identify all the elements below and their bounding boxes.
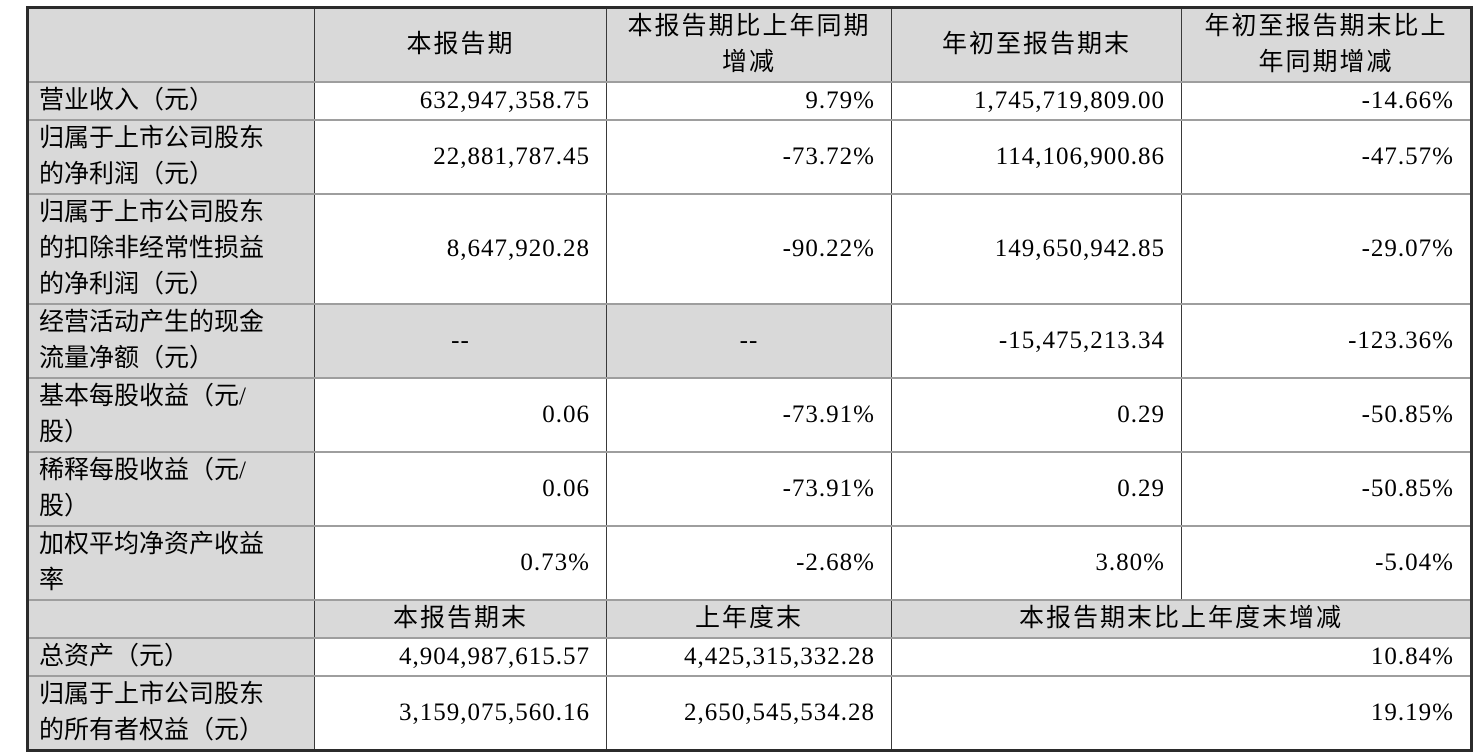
diluted-eps-current: 0.06 [314, 451, 607, 527]
net-profit-label: 归属于上市公司股东的净利润（元） [27, 119, 315, 195]
basic-eps-label: 基本每股收益（元/股） [27, 377, 315, 453]
diluted-eps-ytd: 0.29 [891, 451, 1182, 527]
cash-flow-current-dash: -- [314, 303, 607, 379]
subheader-cell-end-of-period: 本报告期末 [314, 599, 607, 639]
equity-change: 19.19% [891, 675, 1472, 752]
equity-end-current: 3,159,075,560.16 [314, 675, 607, 752]
header-cell-current-period-yoy: 本报告期比上年同期增减 [606, 6, 892, 83]
header-cell-ytd: 年初至报告期末 [891, 6, 1182, 83]
header-cell-ytd-yoy: 年初至报告期末比上年同期增减 [1181, 6, 1472, 83]
diluted-eps-ytd-yoy: -50.85% [1181, 451, 1472, 527]
diluted-eps-yoy: -73.91% [606, 451, 892, 527]
net-profit-current: 22,881,787.45 [314, 119, 607, 195]
roe-ytd-yoy: -5.04% [1181, 525, 1472, 601]
header-cell-current-period: 本报告期 [314, 6, 607, 83]
roe-label: 加权平均净资产收益率 [27, 525, 315, 601]
total-assets-label: 总资产（元） [27, 637, 315, 677]
row-weighted-avg-roe: 加权平均净资产收益率 0.73% -2.68% 3.80% -5.04% [27, 525, 1472, 601]
key-financials-table: 本报告期 本报告期比上年同期增减 年初至报告期末 年初至报告期末比上年同期增减 … [26, 6, 1473, 752]
revenue-label: 营业收入（元） [27, 81, 315, 121]
header-row: 本报告期 本报告期比上年同期增减 年初至报告期末 年初至报告期末比上年同期增减 [27, 6, 1472, 83]
roe-current: 0.73% [314, 525, 607, 601]
header-cell-blank [27, 6, 315, 83]
row-diluted-eps: 稀释每股收益（元/股） 0.06 -73.91% 0.29 -50.85% [27, 451, 1472, 527]
row-basic-eps: 基本每股收益（元/股） 0.06 -73.91% 0.29 -50.85% [27, 377, 1472, 453]
cash-flow-label: 经营活动产生的现金流量净额（元） [27, 303, 315, 379]
row-net-profit-excl-nonrecurring: 归属于上市公司股东的扣除非经常性损益的净利润（元） 8,647,920.28 -… [27, 193, 1472, 305]
row-net-profit: 归属于上市公司股东的净利润（元） 22,881,787.45 -73.72% 1… [27, 119, 1472, 195]
subheader-cell-end-of-prior-year: 上年度末 [606, 599, 892, 639]
revenue-yoy: 9.79% [606, 81, 892, 121]
total-assets-end-prior: 4,425,315,332.28 [606, 637, 892, 677]
cash-flow-yoy-dash: -- [606, 303, 892, 379]
row-operating-cash-flow: 经营活动产生的现金流量净额（元） -- -- -15,475,213.34 -1… [27, 303, 1472, 379]
net-profit-excl-ytd-yoy: -29.07% [1181, 193, 1472, 305]
row-total-assets: 总资产（元） 4,904,987,615.57 4,425,315,332.28… [27, 637, 1472, 677]
revenue-current: 632,947,358.75 [314, 81, 607, 121]
total-assets-end-current: 4,904,987,615.57 [314, 637, 607, 677]
net-profit-excl-yoy: -90.22% [606, 193, 892, 305]
subheader-cell-period-vs-prior-year: 本报告期末比上年度末增减 [891, 599, 1472, 639]
roe-yoy: -2.68% [606, 525, 892, 601]
net-profit-yoy: -73.72% [606, 119, 892, 195]
subheader-row: 本报告期末 上年度末 本报告期末比上年度末增减 [27, 599, 1472, 639]
basic-eps-current: 0.06 [314, 377, 607, 453]
roe-ytd: 3.80% [891, 525, 1182, 601]
cash-flow-ytd: -15,475,213.34 [891, 303, 1182, 379]
net-profit-ytd: 114,106,900.86 [891, 119, 1182, 195]
revenue-ytd-yoy: -14.66% [1181, 81, 1472, 121]
row-equity: 归属于上市公司股东的所有者权益（元） 3,159,075,560.16 2,65… [27, 675, 1472, 752]
net-profit-ytd-yoy: -47.57% [1181, 119, 1472, 195]
diluted-eps-label: 稀释每股收益（元/股） [27, 451, 315, 527]
equity-label: 归属于上市公司股东的所有者权益（元） [27, 675, 315, 752]
basic-eps-ytd-yoy: -50.85% [1181, 377, 1472, 453]
net-profit-excl-current: 8,647,920.28 [314, 193, 607, 305]
basic-eps-ytd: 0.29 [891, 377, 1182, 453]
equity-end-prior: 2,650,545,534.28 [606, 675, 892, 752]
revenue-ytd: 1,745,719,809.00 [891, 81, 1182, 121]
cash-flow-ytd-yoy: -123.36% [1181, 303, 1472, 379]
net-profit-excl-ytd: 149,650,942.85 [891, 193, 1182, 305]
subheader-cell-blank [27, 599, 315, 639]
basic-eps-yoy: -73.91% [606, 377, 892, 453]
total-assets-change: 10.84% [891, 637, 1472, 677]
net-profit-excl-label: 归属于上市公司股东的扣除非经常性损益的净利润（元） [27, 193, 315, 305]
row-revenue: 营业收入（元） 632,947,358.75 9.79% 1,745,719,8… [27, 81, 1472, 121]
